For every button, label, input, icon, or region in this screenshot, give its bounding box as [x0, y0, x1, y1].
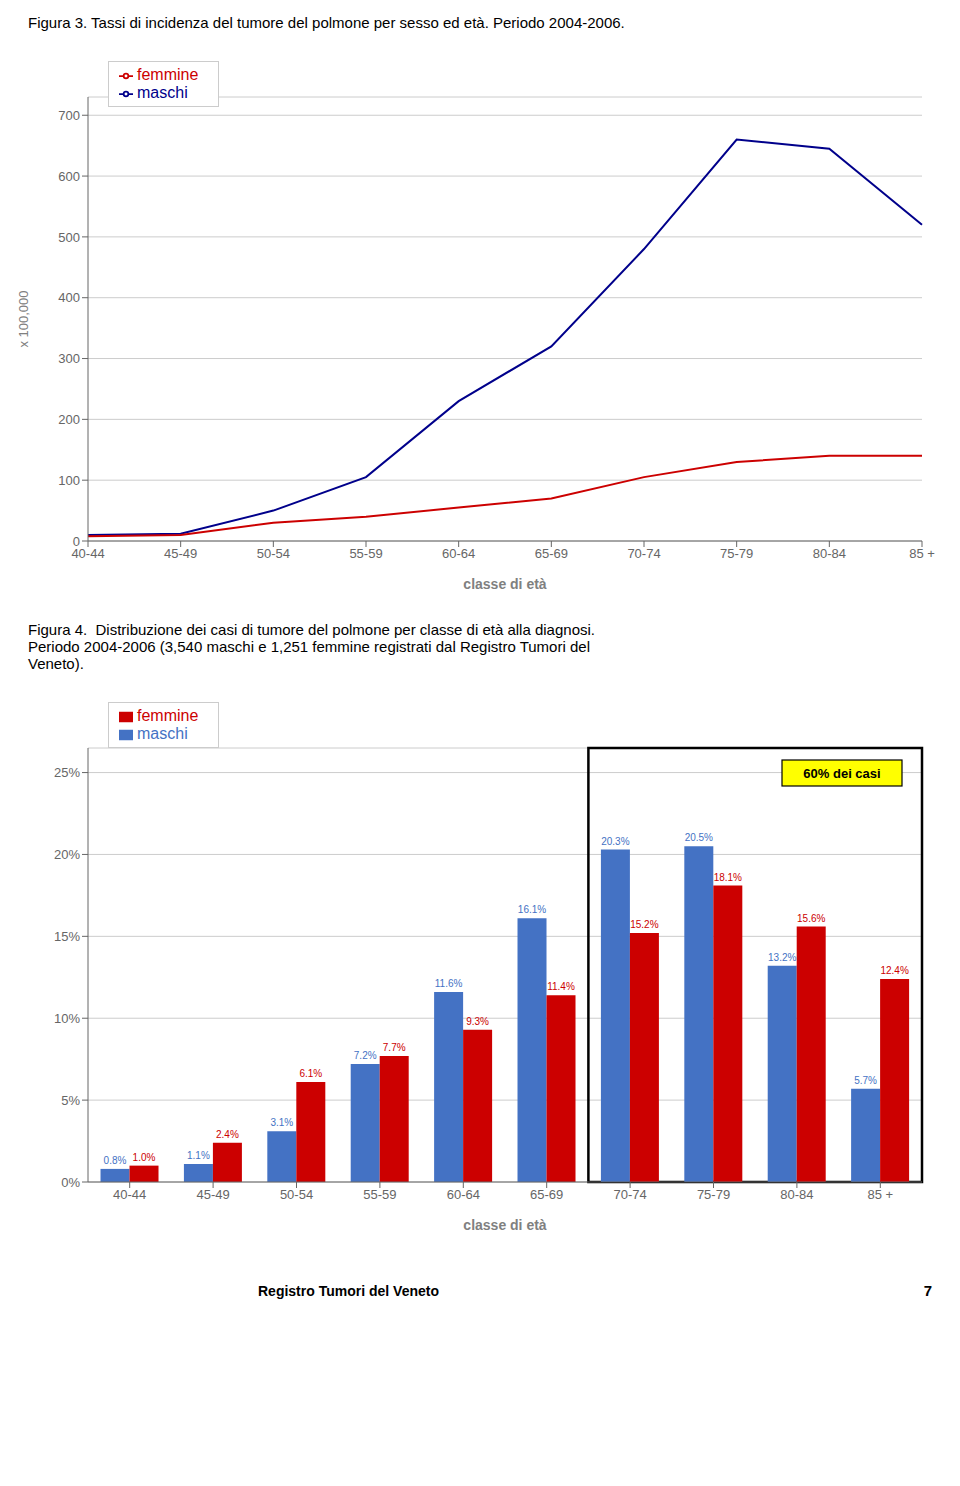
- svg-text:75-79: 75-79: [697, 1187, 730, 1202]
- svg-text:40-44: 40-44: [71, 546, 105, 562]
- svg-text:2.4%: 2.4%: [216, 1129, 239, 1140]
- svg-text:80-84: 80-84: [813, 546, 846, 561]
- svg-text:0.8%: 0.8%: [104, 1155, 127, 1166]
- html-text:maschi: maschi: [137, 84, 188, 101]
- svg-text:5.7%: 5.7%: [854, 1075, 877, 1086]
- svg-text:85 +: 85 +: [909, 546, 935, 561]
- svg-text:70-74: 70-74: [627, 546, 660, 561]
- svg-text:300: 300: [58, 351, 80, 366]
- svg-text:0: 0: [73, 534, 80, 549]
- svg-text:80-84: 80-84: [780, 1187, 813, 1202]
- svg-text:40-44: 40-44: [113, 1187, 146, 1202]
- svg-text:200: 200: [58, 412, 80, 427]
- svg-text:x 100,000: x 100,000: [16, 290, 31, 347]
- svg-text:11.6%: 11.6%: [435, 978, 463, 989]
- svg-text:55-59: 55-59: [363, 1187, 396, 1202]
- svg-text:50-54: 50-54: [280, 1187, 313, 1202]
- svg-text:500: 500: [58, 230, 80, 245]
- html-text:femmine: femmine: [137, 66, 199, 83]
- svg-text:20%: 20%: [54, 847, 80, 862]
- svg-text:0%: 0%: [61, 1175, 80, 1190]
- svg-text:50-54: 50-54: [257, 546, 290, 561]
- svg-text:5%: 5%: [61, 1093, 80, 1108]
- svg-text:15%: 15%: [54, 929, 80, 944]
- svg-text:60-64: 60-64: [442, 546, 475, 561]
- svg-text:15.2%: 15.2%: [630, 919, 658, 930]
- svg-text:classe di età: classe di età: [463, 1217, 546, 1233]
- svg-text:12.4%: 12.4%: [880, 965, 908, 976]
- svg-text:18.1%: 18.1%: [714, 872, 742, 883]
- svg-text:400: 400: [58, 290, 80, 305]
- html-text:maschi: maschi: [137, 725, 188, 742]
- svg-text:1.0%: 1.0%: [133, 1152, 156, 1163]
- svg-text:75-79: 75-79: [720, 546, 753, 561]
- svg-text:classe di età: classe di età: [463, 576, 546, 592]
- svg-text:20.3%: 20.3%: [601, 836, 629, 847]
- svg-text:600: 600: [58, 169, 80, 184]
- svg-text:1.1%: 1.1%: [187, 1150, 210, 1161]
- svg-text:9.3%: 9.3%: [466, 1016, 489, 1027]
- svg-text:20.5%: 20.5%: [685, 832, 713, 843]
- svg-text:100: 100: [58, 473, 80, 488]
- svg-text:3.1%: 3.1%: [270, 1117, 293, 1128]
- svg-text:13.2%: 13.2%: [768, 952, 796, 963]
- html-text:Figura 4. Distribuzione dei ca: Figura 4. Distribuzione dei casi di tumo…: [28, 621, 595, 672]
- svg-text:11.4%: 11.4%: [547, 981, 575, 992]
- svg-text:6.1%: 6.1%: [299, 1068, 322, 1079]
- svg-text:7.7%: 7.7%: [383, 1042, 406, 1053]
- svg-text:16.1%: 16.1%: [518, 904, 546, 915]
- svg-text:60% dei casi: 60% dei casi: [803, 766, 880, 781]
- svg-text:70-74: 70-74: [613, 1187, 646, 1202]
- svg-text:65-69: 65-69: [530, 1187, 563, 1202]
- svg-text:65-69: 65-69: [535, 546, 568, 561]
- svg-text:15.6%: 15.6%: [797, 913, 825, 924]
- svg-text:60-64: 60-64: [447, 1187, 480, 1202]
- html-text:Figura 3. Tassi di incidenza d: Figura 3. Tassi di incidenza del tumore …: [28, 14, 625, 31]
- html-text:Registro Tumori del Veneto: Registro Tumori del Veneto: [258, 1283, 439, 1299]
- svg-text:55-59: 55-59: [349, 546, 382, 561]
- svg-text:700: 700: [58, 108, 80, 123]
- svg-text:10%: 10%: [54, 1011, 80, 1026]
- html-text:femmine: femmine: [137, 707, 199, 724]
- html-text:7: 7: [923, 1282, 932, 1299]
- svg-text:45-49: 45-49: [196, 1187, 229, 1202]
- svg-text:45-49: 45-49: [164, 546, 197, 561]
- svg-text:7.2%: 7.2%: [354, 1050, 377, 1061]
- svg-text:85 +: 85 +: [867, 1187, 893, 1202]
- svg-text:25%: 25%: [54, 765, 80, 780]
